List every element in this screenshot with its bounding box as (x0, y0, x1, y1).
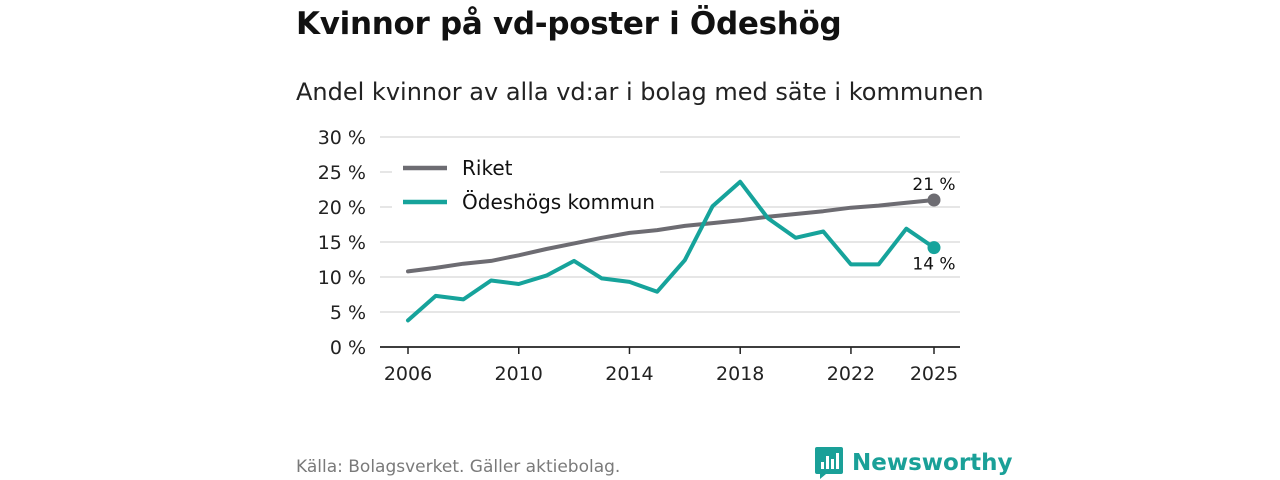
end-point-odeshog (927, 241, 941, 255)
legend-label: Ödeshögs kommun (462, 190, 655, 214)
chart-subtitle: Andel kvinnor av alla vd:ar i bolag med … (296, 78, 984, 106)
brand-name: Newsworthy (852, 450, 1013, 476)
x-tick-label: 2014 (605, 363, 653, 385)
y-tick-label: 30 % (318, 127, 366, 149)
x-tick-label: 2006 (384, 363, 432, 385)
legend-background (392, 150, 660, 220)
newsworthy-logo[interactable]: Newsworthy (814, 446, 1013, 480)
chart-title: Kvinnor på vd-poster i Ödeshög (296, 6, 842, 42)
line-chart: 0 % 5 % 10 % 15 % 20 % 25 % 30 % 2006 2010 2014 20… (318, 127, 960, 385)
series-line-odeshog (406, 179, 936, 323)
source-note: Källa: Bolagsverket. Gäller aktiebolag. (296, 457, 621, 477)
newsworthy-logo-icon (815, 447, 843, 479)
end-label-odeshog: 14 % (912, 255, 955, 275)
y-tick-label: 20 % (318, 197, 366, 219)
end-point-riket (927, 193, 941, 207)
y-tick-label: 25 % (318, 162, 366, 184)
x-tick-label: 2025 (910, 363, 958, 385)
x-tick-label: 2010 (495, 363, 543, 385)
end-label-riket: 21 % (912, 175, 955, 195)
y-tick-label: 5 % (330, 302, 366, 324)
y-tick-label: 10 % (318, 267, 366, 289)
x-tick-label: 2018 (716, 363, 764, 385)
y-tick-label: 15 % (318, 232, 366, 254)
legend-label: Riket (462, 156, 513, 180)
x-tick-label: 2022 (827, 363, 875, 385)
series-line-riket (406, 198, 936, 274)
y-tick-label: 0 % (330, 337, 366, 359)
